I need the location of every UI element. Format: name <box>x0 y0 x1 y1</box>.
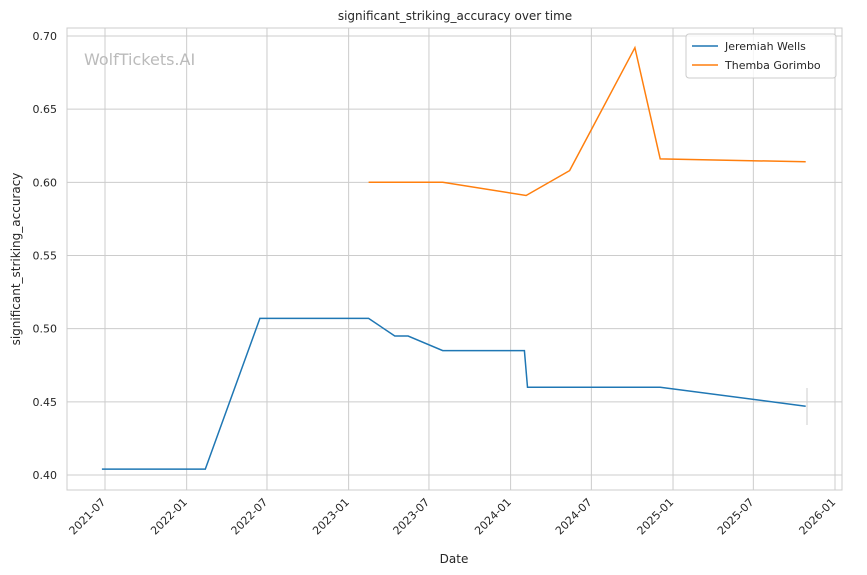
y-tick-label: 0.40 <box>33 469 58 482</box>
x-tick-label: 2025-01 <box>635 496 677 538</box>
x-tick-label: 2023-07 <box>391 496 433 538</box>
plot-frame <box>66 27 843 491</box>
x-tick-label: 2021-07 <box>67 496 109 538</box>
y-tick-label: 0.65 <box>33 103 58 116</box>
legend: Jeremiah Wells Themba Gorimbo <box>685 33 837 79</box>
legend-box <box>685 33 837 79</box>
x-tick-label: 2022-07 <box>229 496 271 538</box>
watermark: WolfTickets.AI <box>84 50 195 69</box>
y-tick-label: 0.60 <box>33 176 58 189</box>
series-line-0 <box>101 317 806 470</box>
y-tick-label: 0.45 <box>33 396 58 409</box>
y-tick-label: 0.70 <box>33 30 58 43</box>
x-tick-label: 2025-07 <box>715 496 757 538</box>
y-axis-label: significant_striking_accuracy <box>9 173 23 346</box>
y-tick-label: 0.55 <box>33 250 58 263</box>
x-tick-label: 2023-01 <box>310 496 352 538</box>
legend-label: Themba Gorimbo <box>724 59 821 72</box>
chart-title: significant_striking_accuracy over time <box>338 9 572 23</box>
y-tick-label: 0.50 <box>33 323 58 336</box>
x-tick-label: 2024-07 <box>553 496 595 538</box>
x-axis-label: Date <box>440 552 469 566</box>
x-tick-label: 2024-01 <box>472 496 514 538</box>
legend-label: Jeremiah Wells <box>724 40 806 53</box>
x-tick-label: 2022-01 <box>148 496 190 538</box>
x-tick-label: 2026-01 <box>797 496 839 538</box>
series-line-1 <box>368 45 806 197</box>
